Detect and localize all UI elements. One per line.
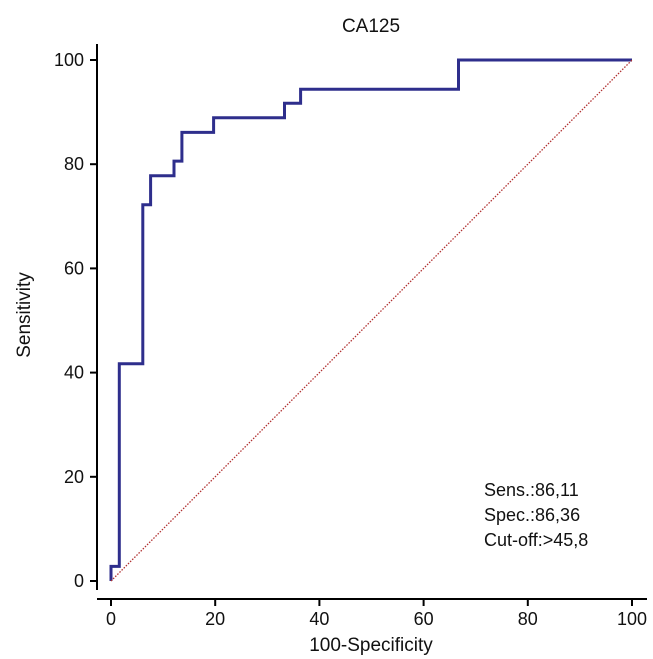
x-tick-label: 100 xyxy=(617,609,647,629)
y-tick-label: 40 xyxy=(64,363,84,383)
x-tick-label: 20 xyxy=(205,609,225,629)
sensitivity-annotation: Sens.:86,11 xyxy=(484,480,579,500)
y-tick-label: 0 xyxy=(74,571,84,591)
specificity-annotation: Spec.:86,36 xyxy=(484,505,580,525)
x-tick-label: 40 xyxy=(309,609,329,629)
x-axis-label: 100-Specificity xyxy=(309,635,433,656)
x-tick-label: 80 xyxy=(518,609,538,629)
stats-annotation: Sens.:86,11 Spec.:86,36 Cut-off:>45,8 xyxy=(484,480,588,550)
chart-title: CA125 xyxy=(342,16,400,37)
y-tick-label: 60 xyxy=(64,258,84,278)
y-tick-label: 80 xyxy=(64,154,84,174)
plot-area xyxy=(109,58,633,582)
y-tick-label: 100 xyxy=(54,50,84,70)
y-axis-label: Sensitivity xyxy=(14,272,35,358)
y-axis-ticks: 0 20 40 60 80 100 xyxy=(54,50,97,591)
x-axis-ticks: 0 20 40 60 80 100 xyxy=(106,599,647,629)
x-tick-label: 60 xyxy=(414,609,434,629)
cutoff-annotation: Cut-off:>45,8 xyxy=(484,530,588,550)
x-tick-label: 0 xyxy=(106,609,116,629)
y-tick-label: 20 xyxy=(64,467,84,487)
roc-curve-line xyxy=(109,58,632,581)
reference-diagonal-line xyxy=(110,59,633,582)
